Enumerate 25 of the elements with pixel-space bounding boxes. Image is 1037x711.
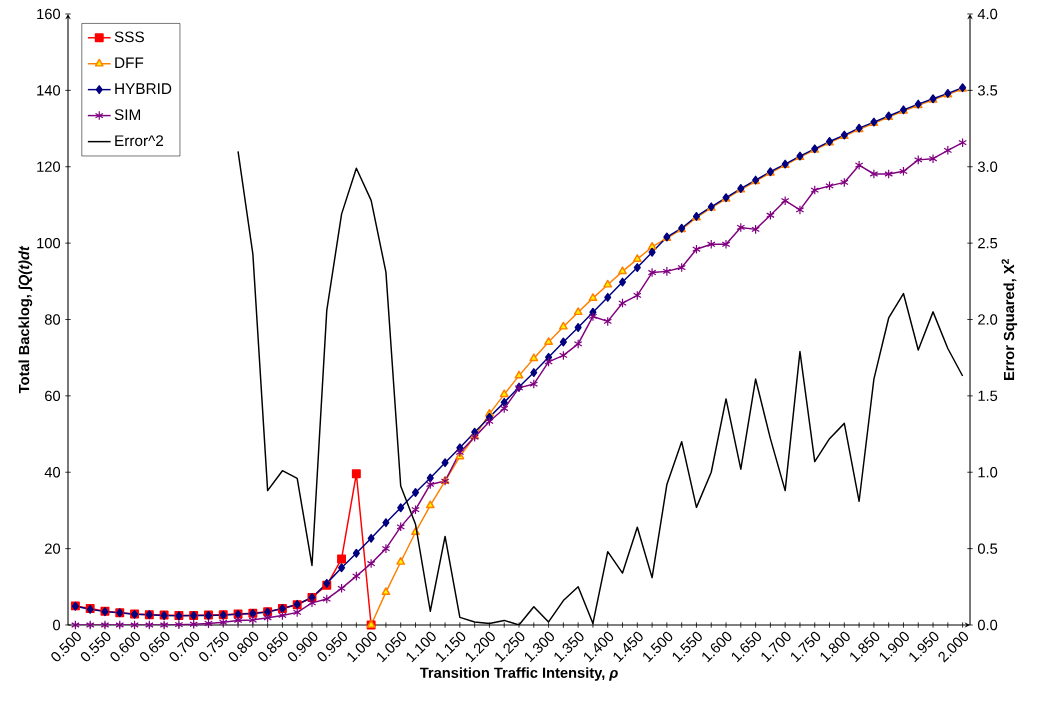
y-tick-label: 100 — [37, 237, 61, 249]
y2-tick-label: 2.0 — [978, 314, 998, 325]
y-tick-label: 140 — [37, 85, 61, 96]
y2-axis-title: Error Squared, X$^{2}$ — [1001, 259, 1018, 380]
y2-tick-label: 3.5 — [977, 85, 998, 96]
y2-tick-label: 2.5 — [978, 237, 998, 249]
y2-tick-label: 1.0 — [978, 467, 998, 478]
legend-label: SIM — [114, 109, 141, 121]
y2-tick-label: 0.0 — [977, 619, 998, 631]
x-axis-title: Transition Traffic Intensity, ρ — [419, 667, 618, 681]
legend-label: HYBRID — [115, 83, 172, 94]
legend-label: Error^2 — [115, 135, 164, 147]
legend-label: SSS — [114, 31, 144, 43]
y2-tick-label: 3.0 — [977, 161, 998, 172]
y-tick-label: 120 — [37, 161, 61, 172]
y2-tick-label: 1.5 — [978, 390, 998, 401]
y-tick-label: 40 — [44, 467, 61, 478]
legend-label: DFF — [115, 57, 144, 69]
y-tick-label: 160 — [37, 8, 61, 20]
y-tick-label: 20 — [45, 543, 61, 554]
y-tick-label: 60 — [45, 390, 61, 402]
y-tick-label: 80 — [44, 314, 61, 325]
y2-tick-label: 0.5 — [977, 543, 998, 554]
y2-tick-label: 4.0 — [977, 8, 998, 20]
y-tick-label: 0 — [53, 619, 61, 631]
